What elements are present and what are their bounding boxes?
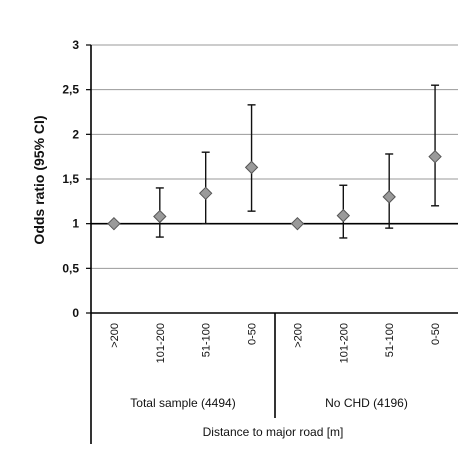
category-label: >200 <box>109 323 121 348</box>
y-tick-label: 1,5 <box>62 172 79 186</box>
category-label: 51-100 <box>201 323 213 357</box>
gridlines <box>91 44 458 269</box>
diamond-marker <box>198 186 213 201</box>
axes <box>86 44 458 444</box>
diamond-marker <box>382 190 396 204</box>
diamond-marker <box>107 216 121 231</box>
category-label: 101-200 <box>155 323 167 363</box>
x-category-labels: >200 101-200 51-100 0-50 >200 101-200 51-100 0-… <box>109 323 442 363</box>
data-points <box>107 84 442 239</box>
x-axis-label: Distance to major road [m] <box>203 425 344 439</box>
diamond-marker <box>290 216 305 231</box>
y-tick-labels: 0 0,5 1 1,5 2 2,5 3 <box>62 38 79 320</box>
category-label: 101-200 <box>338 323 350 363</box>
diamond-marker <box>153 209 167 224</box>
y-tick-label: 1 <box>72 217 79 231</box>
y-tick-label: 0,5 <box>62 261 79 275</box>
group-labels: Total sample (4494) No CHD (4196) <box>130 396 408 410</box>
category-label: 0-50 <box>247 323 259 345</box>
category-label: 0-50 <box>430 323 442 345</box>
y-tick-label: 3 <box>72 38 79 52</box>
diamond-marker <box>336 208 351 223</box>
diamond-marker <box>428 149 442 164</box>
y-tick-label: 0 <box>72 306 79 320</box>
category-label: 51-100 <box>384 323 396 357</box>
diamond-marker <box>244 160 259 175</box>
group-label: Total sample (4494) <box>130 396 235 410</box>
category-label: >200 <box>292 323 304 348</box>
y-tick-label: 2 <box>72 127 79 141</box>
group-label: No CHD (4196) <box>325 396 408 410</box>
y-tick-label: 2,5 <box>62 83 79 97</box>
y-axis-label: Odds ratio (95% CI) <box>31 115 47 244</box>
